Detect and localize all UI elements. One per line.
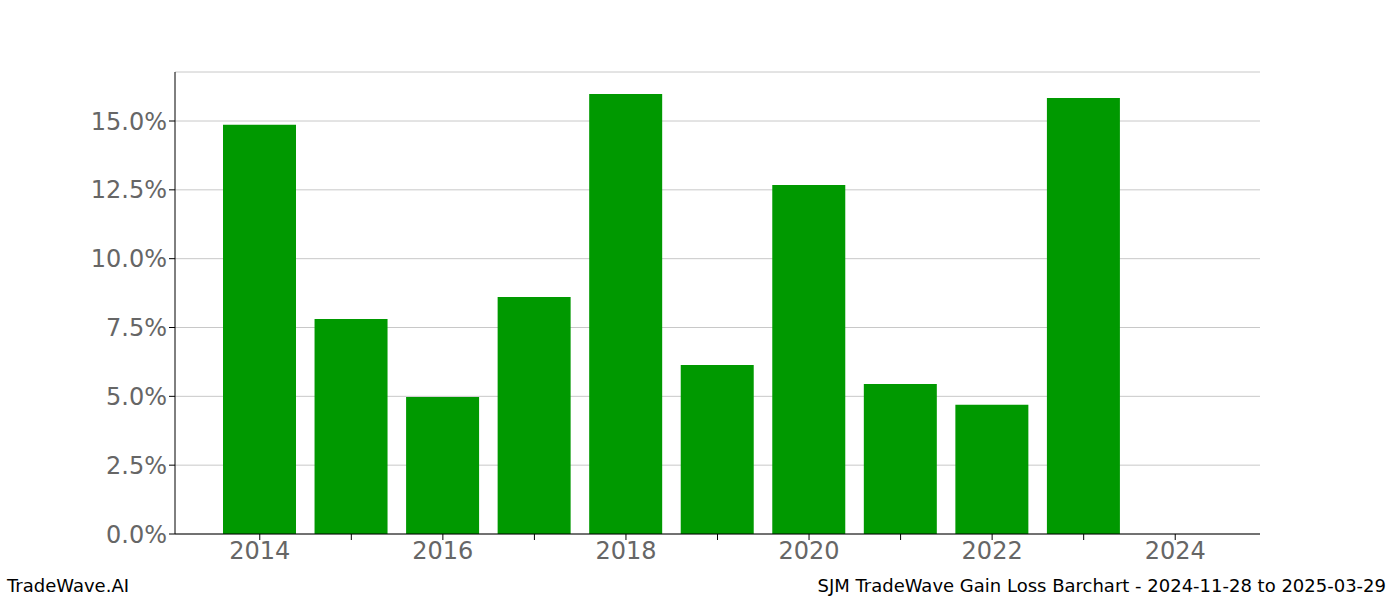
svg-text:2014: 2014 [229, 537, 290, 565]
svg-text:2.5%: 2.5% [106, 452, 167, 480]
svg-text:10.0%: 10.0% [91, 245, 167, 273]
svg-text:15.0%: 15.0% [91, 108, 167, 136]
svg-text:0.0%: 0.0% [106, 521, 167, 549]
svg-text:2018: 2018 [595, 537, 656, 565]
svg-text:5.0%: 5.0% [106, 383, 167, 411]
svg-text:2020: 2020 [779, 537, 840, 565]
svg-text:2016: 2016 [412, 537, 473, 565]
svg-text:2022: 2022 [962, 537, 1023, 565]
svg-text:2024: 2024 [1145, 537, 1206, 565]
svg-text:7.5%: 7.5% [106, 314, 167, 342]
html-text:TradeWave.AI: TradeWave.AI [7, 575, 129, 596]
html-text:SJM TradeWave Gain Loss Barcha: SJM TradeWave Gain Loss Barchart - 2024-… [817, 575, 1386, 596]
svg-text:12.5%: 12.5% [91, 176, 167, 204]
